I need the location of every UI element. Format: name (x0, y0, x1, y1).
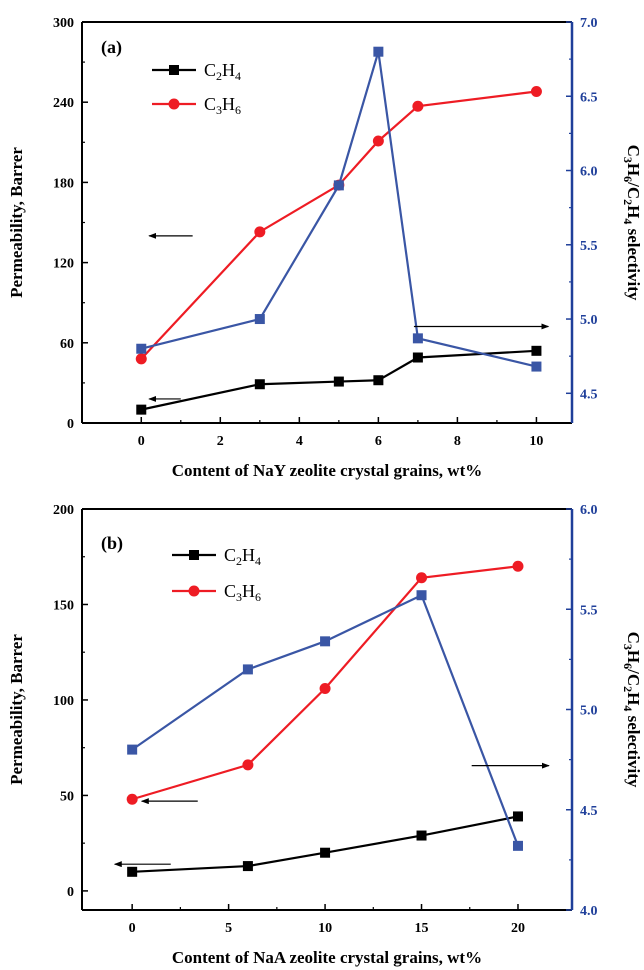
legend-marker (189, 550, 199, 560)
x-tick-label: 5 (225, 921, 232, 936)
legend-label-c2h4: C2H4 (224, 545, 261, 568)
y2-tick-label: 5.5 (580, 239, 598, 254)
x-tick-label: 20 (511, 921, 525, 936)
data-point (136, 343, 147, 354)
x-axis-label: Content of NaA zeolite crystal grains, w… (172, 948, 482, 967)
data-point (531, 345, 542, 356)
y-tick-label: 0 (67, 417, 74, 432)
legend-label-c3h6: C3H6 (204, 94, 241, 117)
y2-tick-label: 6.5 (580, 90, 598, 105)
data-point (136, 404, 147, 415)
data-point (416, 572, 428, 584)
data-point (373, 46, 384, 57)
y-axis-label: Permeability, Barrer (7, 147, 26, 298)
x-tick-label: 8 (454, 434, 461, 449)
series-line-c3h6 (131, 565, 519, 801)
y-axis-label: Permeability, Barrer (7, 634, 26, 785)
data-point (127, 866, 138, 877)
series-line-c2h4 (141, 349, 537, 411)
chart-panel-a: 0 2 4 6 8 10 0 60 120 180 240 300 4.5 5.0 5.5 6.0 6.5 7.0… (7, 16, 643, 480)
y2-tick-label: 7.0 (580, 16, 598, 31)
data-point (412, 352, 423, 363)
x-tick-label: 10 (318, 921, 332, 936)
data-point (416, 830, 427, 841)
legend-marker (168, 98, 180, 110)
data-point (254, 314, 265, 325)
x-tick-label: 0 (138, 434, 145, 449)
data-point (320, 636, 331, 647)
series-line-selectivity (131, 593, 520, 847)
y2-tick-label: 4.5 (580, 387, 598, 402)
y-tick-label: 60 (60, 337, 74, 352)
y-tick-label: 150 (53, 598, 74, 613)
y-tick-label: 300 (53, 16, 74, 31)
data-point (127, 744, 138, 755)
series-line-c3h6 (140, 90, 537, 360)
data-point (512, 840, 523, 851)
x-tick-label: 0 (129, 921, 136, 936)
data-point (319, 682, 331, 694)
y2-tick-label: 6.0 (580, 165, 598, 180)
y-tick-label: 120 (53, 257, 74, 272)
y2-tick-label: 4.0 (580, 904, 598, 919)
y2-tick-label: 6.0 (580, 503, 598, 518)
data-point (135, 353, 147, 365)
x-tick-label: 10 (529, 434, 543, 449)
panel-label: (b) (101, 533, 123, 554)
data-point (412, 333, 423, 344)
data-point (531, 361, 542, 372)
y-tick-label: 240 (53, 96, 74, 111)
data-point (372, 135, 384, 147)
panel-label: (a) (101, 37, 122, 58)
data-point (512, 811, 523, 822)
y-tick-label: 100 (53, 694, 74, 709)
data-point (242, 861, 253, 872)
data-point (416, 590, 427, 601)
data-point (242, 759, 254, 771)
y-tick-label: 180 (53, 176, 74, 191)
chart-panel-b: 0 5 10 15 200501001502004.04.55.05.56.0Conte… (7, 503, 643, 967)
y2-axis-label: C3H6/C2H4 selectivity (621, 145, 643, 301)
series-line-selectivity (141, 51, 537, 368)
data-point (254, 226, 266, 238)
x-axis-label: Content of NaY zeolite crystal grains, w… (172, 461, 483, 480)
data-point (530, 86, 542, 98)
data-point (320, 847, 331, 858)
y2-tick-label: 5.0 (580, 313, 598, 328)
data-point (333, 376, 344, 387)
y2-axis-label: C3H6/C2H4 selectivity (621, 632, 643, 788)
legend-marker (169, 65, 179, 75)
legend-marker (188, 585, 200, 597)
y2-tick-label: 4.5 (580, 804, 598, 819)
y2-tick-label: 5.0 (580, 704, 598, 719)
data-point (242, 664, 253, 675)
data-point (254, 379, 265, 390)
legend-label-c2h4: C2H4 (204, 60, 241, 83)
data-point (412, 100, 424, 112)
x-tick-label: 6 (375, 434, 382, 449)
y-tick-label: 0 (67, 885, 74, 900)
x-tick-label: 15 (415, 921, 429, 936)
y-tick-label: 50 (60, 789, 74, 804)
legend-label-c3h6: C3H6 (224, 581, 261, 604)
y-tick-label: 200 (53, 503, 74, 518)
data-point (126, 793, 138, 805)
x-tick-label: 2 (217, 434, 224, 449)
data-point (333, 180, 344, 191)
data-point (373, 375, 384, 386)
x-tick-label: 4 (296, 434, 303, 449)
data-point (512, 560, 524, 572)
y2-tick-label: 5.5 (580, 603, 598, 618)
series-line-c2h4 (132, 815, 519, 873)
